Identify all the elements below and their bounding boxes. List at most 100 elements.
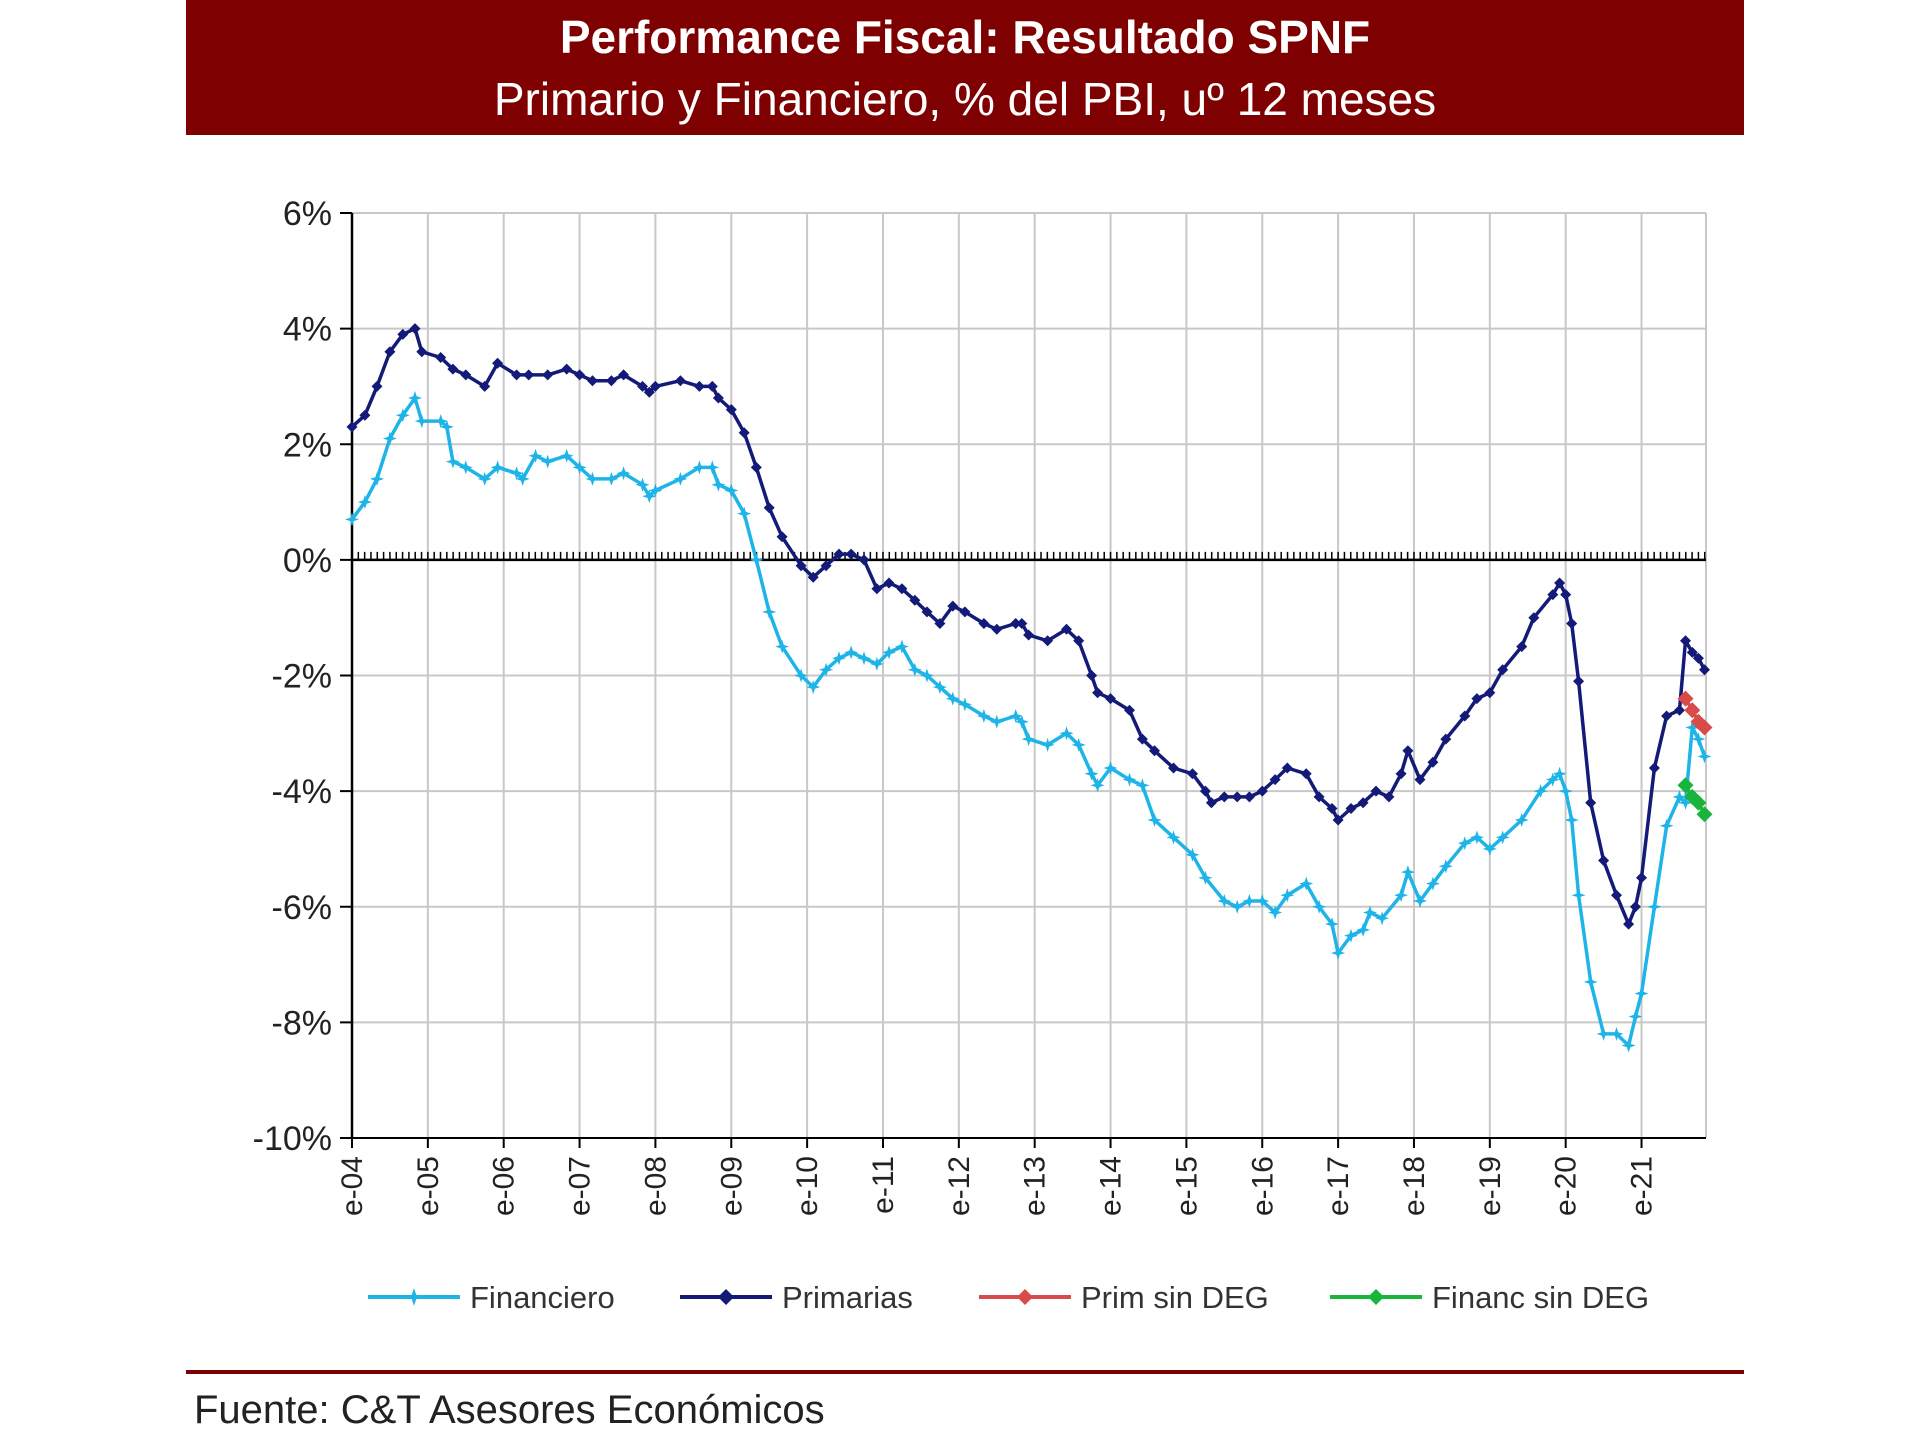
legend-marker <box>1017 1289 1033 1305</box>
data-point <box>542 369 554 381</box>
data-point <box>1400 865 1415 880</box>
data-point <box>370 471 384 486</box>
data-point <box>857 651 871 666</box>
chart-subtitle: Primario y Financiero, % del PBI, uº 12 … <box>493 73 1437 125</box>
data-point <box>649 380 661 392</box>
series-prim-sin-deg <box>1677 690 1713 736</box>
data-point <box>1166 830 1181 845</box>
data-point <box>1242 894 1257 908</box>
legend-marker <box>1368 1289 1384 1305</box>
data-point <box>1672 789 1687 804</box>
data-point <box>1086 670 1098 681</box>
data-point <box>479 380 491 392</box>
data-point <box>1268 905 1283 920</box>
data-point <box>1084 766 1099 781</box>
data-point <box>1648 762 1660 774</box>
data-point <box>1168 762 1179 774</box>
data-point <box>416 346 428 358</box>
data-point <box>371 380 383 392</box>
data-point <box>1149 745 1160 757</box>
data-point <box>433 414 448 429</box>
data-point <box>976 709 991 723</box>
y-tick-label: 2% <box>283 426 332 464</box>
data-point <box>833 548 845 560</box>
data-point <box>978 618 990 629</box>
y-tick-label: -10% <box>253 1120 332 1158</box>
y-tick-label: -2% <box>272 658 332 696</box>
data-point <box>1685 720 1700 735</box>
data-point <box>637 380 648 392</box>
x-tick-label: e-11 <box>867 1156 900 1214</box>
data-point <box>1545 772 1560 787</box>
series-financiero <box>345 391 1712 1053</box>
data-point <box>882 645 896 660</box>
data-point <box>1105 693 1116 705</box>
legend-label: Financ sin DEG <box>1432 1280 1649 1315</box>
data-point <box>1136 733 1148 745</box>
data-point <box>1016 618 1028 629</box>
data-point <box>706 380 718 392</box>
data-point <box>1092 687 1104 699</box>
data-point <box>1469 830 1484 845</box>
data-point <box>1255 894 1270 908</box>
data-point <box>1073 635 1085 647</box>
data-point <box>1357 797 1369 809</box>
x-tick-label: e-10 <box>791 1156 824 1216</box>
data-point <box>1345 803 1357 814</box>
data-point <box>1677 777 1694 794</box>
data-point <box>820 560 832 572</box>
data-point <box>991 623 1003 635</box>
data-point <box>357 495 372 510</box>
data-point <box>762 604 777 619</box>
data-point <box>477 471 492 486</box>
data-point <box>408 391 422 405</box>
data-point <box>1630 901 1641 913</box>
data-point <box>1187 768 1198 780</box>
data-point <box>1585 797 1597 809</box>
data-point <box>1383 791 1395 803</box>
data-point <box>585 471 600 486</box>
x-tick-label: e-18 <box>1398 1156 1431 1216</box>
data-point <box>921 606 933 618</box>
x-tick-label: e-16 <box>1246 1156 1279 1216</box>
data-point <box>957 697 972 712</box>
data-point <box>1205 797 1217 809</box>
data-point <box>1552 766 1567 781</box>
data-point <box>1061 623 1072 635</box>
data-point <box>1566 618 1578 629</box>
y-tick-label: -6% <box>272 889 332 927</box>
data-point <box>1516 641 1528 653</box>
data-point <box>1243 791 1255 803</box>
data-point <box>1471 693 1483 705</box>
data-point <box>750 461 762 473</box>
data-point <box>490 460 505 475</box>
x-tick-label: e-21 <box>1626 1156 1659 1216</box>
series-primarias <box>346 323 1710 930</box>
data-point <box>858 554 870 566</box>
data-point <box>989 714 1004 729</box>
data-point <box>1690 794 1707 811</box>
data-point <box>819 662 834 677</box>
x-tick-label: e-20 <box>1550 1156 1583 1216</box>
data-point <box>1300 768 1312 780</box>
data-point <box>616 466 631 481</box>
data-point <box>1090 778 1105 793</box>
y-tick-label: 6% <box>283 195 332 233</box>
data-point <box>1596 1026 1611 1041</box>
data-point <box>1326 803 1338 814</box>
data-point <box>725 404 737 416</box>
data-point <box>763 502 775 514</box>
legend-item: Primarias <box>680 1280 913 1315</box>
legend-marker <box>718 1289 734 1305</box>
data-point <box>1674 704 1685 716</box>
x-tick-label: e-19 <box>1474 1156 1507 1216</box>
data-point <box>1560 589 1572 601</box>
data-point <box>445 454 460 469</box>
data-point <box>883 577 895 589</box>
data-point <box>1010 618 1022 629</box>
data-point <box>1677 690 1694 707</box>
data-point <box>1280 888 1295 903</box>
data-point <box>1023 629 1035 641</box>
data-point <box>1678 795 1693 810</box>
data-point <box>1312 899 1327 914</box>
